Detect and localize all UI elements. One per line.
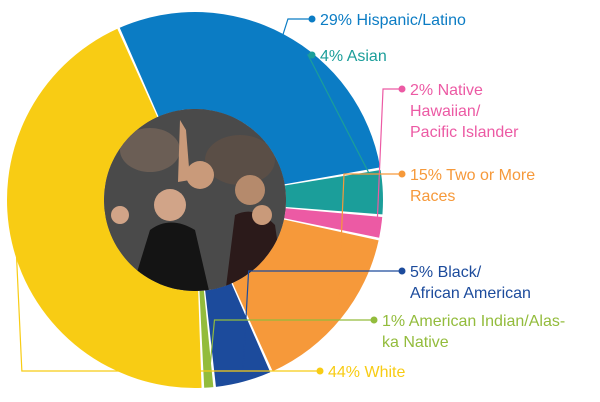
slice-label-1-american-indian-alaska-native-line-1: 1% American Indian/Alas- <box>382 313 565 330</box>
leader-line-15-two-or-more-races <box>337 173 402 316</box>
leader-dot-4-asian <box>308 51 316 59</box>
slice-label-2-native-hawaiian-pacific-islander-line-2: Hawaiian/ <box>410 103 481 120</box>
slice-2-native-hawaiian-pacific-islander <box>284 208 383 238</box>
slice-5-black-african-american <box>205 283 271 387</box>
slice-label-2-native-hawaiian-pacific-islander-line-1: 2% Native <box>410 82 483 99</box>
leader-dot-44-white <box>316 367 324 375</box>
leader-line-5-black-african-american <box>242 270 402 378</box>
slice-label-15-two-or-more-races-line-2: Races <box>410 188 455 205</box>
slice-15-two-or-more-races <box>232 219 379 372</box>
leader-dot-15-two-or-more-races <box>398 170 406 178</box>
slice-label-29-hispanic-latino: 29% Hispanic/Latino <box>320 12 466 29</box>
leader-line-2-native-hawaiian-pacific-islander <box>376 88 402 227</box>
leader-dot-29-hispanic-latino <box>308 15 316 23</box>
slice-label-44-white: 44% White <box>328 364 405 381</box>
leader-line-1-american-indian-alaska-native <box>207 319 374 384</box>
slice-label-2-native-hawaiian-pacific-islander-line-3: Pacific Islander <box>410 124 519 141</box>
leader-dot-5-black-african-american <box>398 267 406 275</box>
center-photo <box>104 109 286 291</box>
slice-4-asian <box>284 169 383 215</box>
leader-dot-2-native-hawaiian-pacific-islander <box>398 85 406 93</box>
leader-line-29-hispanic-latino <box>281 18 312 39</box>
students-cheering-photo <box>104 109 286 291</box>
slice-label-5-black-african-american-line-2: African American <box>410 285 531 302</box>
leader-lines-group <box>15 15 406 384</box>
slices-group <box>7 12 383 388</box>
slice-44-white <box>7 28 202 388</box>
leader-dot-1-american-indian-alaska-native <box>370 316 378 324</box>
slice-label-15-two-or-more-races-line-1: 15% Two or More <box>410 167 535 184</box>
slice-label-1-american-indian-alaska-native-line-2: ka Native <box>382 334 449 351</box>
slice-label-4-asian: 4% Asian <box>320 48 387 65</box>
slice-label-5-black-african-american-line-1: 5% Black/ <box>410 264 482 281</box>
labels-group: 29% Hispanic/Latino 4% Asian 2% Native Hawa… <box>320 12 565 381</box>
leader-line-44-white <box>15 241 320 372</box>
slice-29-hispanic-latino <box>119 12 381 185</box>
